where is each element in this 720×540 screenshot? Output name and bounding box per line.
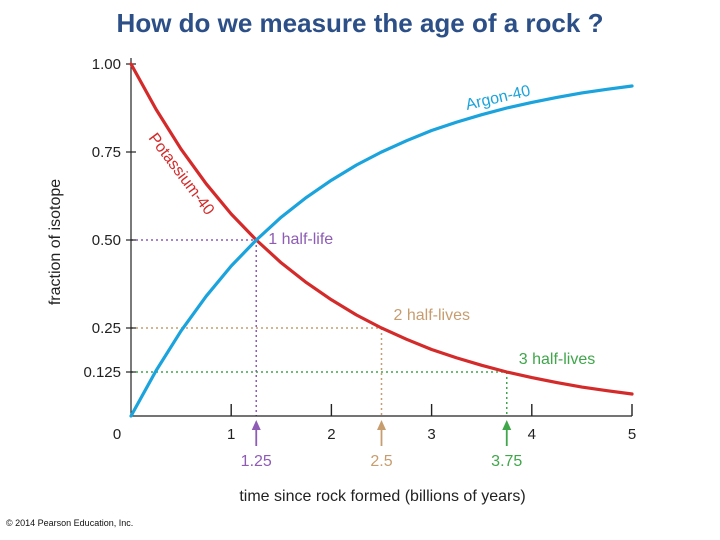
slide-title: How do we measure the age of a rock ?	[116, 8, 604, 38]
x-tick-label: 5	[628, 426, 636, 443]
half-life-time-label: 3.75	[491, 453, 522, 470]
half-life-arrow-head	[251, 420, 261, 430]
x-tick-label: 0	[113, 426, 121, 443]
y-axis-title: fraction of isotope	[47, 179, 64, 305]
y-tick-label: 0.25	[92, 320, 121, 337]
y-tick-label: 1.00	[92, 56, 121, 73]
y-tick-label: 0.125	[83, 364, 121, 381]
half-life-time-label: 1.25	[241, 453, 272, 470]
x-axis-title: time since rock formed (billions of year…	[239, 488, 525, 505]
potassium-40-curve	[129, 62, 634, 396]
argon-40-curve	[129, 84, 634, 418]
y-tick-label: 0.50	[92, 232, 121, 249]
x-tick-label: 1	[227, 426, 235, 443]
x-tick-label: 3	[427, 426, 435, 443]
x-tick-label: 2	[327, 426, 335, 443]
half-life-label: 2 half-lives	[394, 307, 470, 324]
half-life-time-label: 2.5	[370, 453, 392, 470]
half-life-label: 3 half-lives	[519, 351, 595, 368]
potassium-40-label: Potassium-40	[145, 130, 218, 218]
x-tick-label: 4	[528, 426, 536, 443]
copyright-notice: © 2014 Pearson Education, Inc.	[6, 518, 134, 528]
half-life-arrow-head	[502, 420, 512, 430]
half-life-arrow-head	[377, 420, 386, 430]
y-tick-label: 0.75	[92, 144, 121, 161]
half-life-label: 1 half-life	[268, 231, 333, 248]
